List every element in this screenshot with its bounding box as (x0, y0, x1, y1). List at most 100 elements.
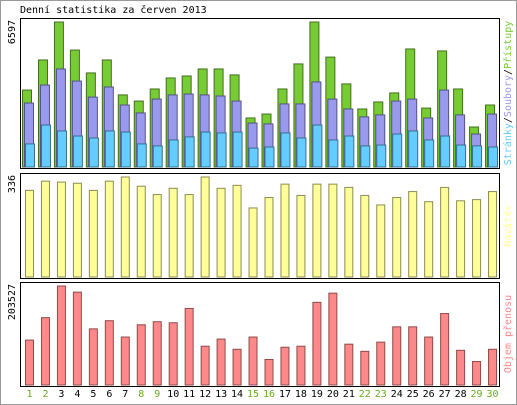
bar (360, 145, 371, 168)
bar (152, 145, 163, 168)
bar (488, 146, 499, 168)
bar (312, 183, 322, 278)
x-tick-label: 9 (154, 389, 160, 400)
bar (56, 130, 67, 168)
bar (88, 328, 98, 386)
bar (120, 176, 130, 278)
bar (344, 135, 355, 168)
bar (248, 207, 258, 278)
legend-entry: Stránky (502, 123, 514, 165)
bar (376, 204, 386, 278)
bar (472, 145, 483, 168)
bar (216, 132, 227, 168)
bar (376, 341, 386, 386)
bar (344, 186, 354, 278)
bar (136, 185, 146, 278)
bar (168, 322, 178, 386)
bar (472, 199, 482, 278)
bar (25, 339, 34, 386)
x-tick-label: 21 (343, 389, 355, 400)
bar (392, 197, 402, 278)
bar (456, 200, 466, 278)
bar (280, 132, 291, 168)
bar (25, 189, 34, 278)
y-tick-label: 336 (7, 175, 18, 193)
bar (472, 361, 482, 386)
bar (328, 183, 338, 278)
legend-separator: / (503, 117, 514, 123)
bar (408, 191, 418, 278)
bar (440, 135, 451, 168)
bar (136, 143, 147, 168)
bar (344, 343, 354, 386)
bar (152, 321, 162, 386)
panel (20, 282, 500, 387)
bar (488, 348, 498, 386)
x-tick-label: 27 (439, 389, 451, 400)
bar (376, 144, 387, 168)
bar (200, 131, 211, 168)
bar (440, 313, 450, 386)
bar (25, 143, 35, 168)
x-tick-label: 1 (26, 389, 32, 400)
x-tick-label: 14 (231, 389, 243, 400)
bar (312, 124, 323, 168)
x-tick-label: 12 (199, 389, 211, 400)
bar (104, 320, 114, 386)
x-tick-label: 17 (279, 389, 291, 400)
panel (20, 18, 500, 169)
bar (408, 130, 419, 168)
x-tick-label: 16 (263, 389, 275, 400)
bar (328, 292, 338, 386)
panel (20, 173, 500, 279)
x-tick-label: 25 (407, 389, 419, 400)
x-tick-label: 19 (311, 389, 323, 400)
bar (40, 317, 50, 386)
x-tick-label: 6 (106, 389, 112, 400)
bar (168, 187, 178, 278)
bar (248, 336, 258, 386)
bar (72, 182, 82, 278)
bar (488, 191, 498, 278)
bar (184, 307, 194, 386)
legend-separator: / (503, 69, 514, 75)
bar (216, 338, 226, 386)
x-tick-label: 5 (90, 389, 96, 400)
legend-entry: Objem přenosu (502, 295, 514, 373)
bar (136, 324, 146, 386)
bar (456, 349, 466, 386)
bar (392, 133, 403, 168)
bar (168, 139, 179, 168)
bar (56, 181, 66, 278)
bar (232, 348, 242, 386)
bar (184, 194, 194, 278)
bar (360, 350, 370, 386)
bar (424, 201, 434, 278)
bar (40, 124, 51, 168)
bar (88, 137, 99, 168)
x-tick-label: 22 (359, 389, 371, 400)
bar (104, 180, 114, 278)
bar (456, 144, 467, 168)
x-tick-label: 4 (74, 389, 80, 400)
x-tick-label: 15 (247, 389, 259, 400)
bar (280, 183, 290, 278)
legend: Objem přenosu (502, 295, 514, 373)
x-tick-label: 24 (391, 389, 403, 400)
bar (40, 180, 50, 278)
x-tick-label: 18 (295, 389, 307, 400)
x-tick-label: 30 (487, 389, 499, 400)
x-tick-label: 23 (375, 389, 387, 400)
legend-entry: Soubory (503, 75, 514, 117)
bar (328, 139, 339, 168)
bar (232, 131, 243, 168)
bar (264, 358, 274, 386)
x-tick-label: 2 (42, 389, 48, 400)
x-tick-label: 11 (183, 389, 195, 400)
bar (72, 291, 82, 386)
bar (424, 139, 435, 168)
bar (200, 176, 210, 278)
bar (72, 135, 83, 168)
bar (440, 186, 450, 278)
